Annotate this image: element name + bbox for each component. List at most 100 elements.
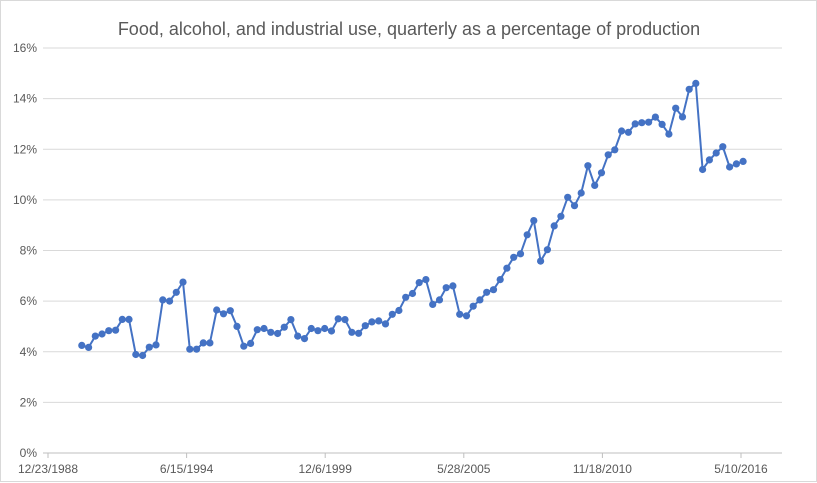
- data-point: [91, 332, 99, 340]
- data-point: [159, 296, 167, 304]
- data-point: [247, 339, 255, 347]
- data-point: [422, 276, 430, 284]
- x-tick-label: 6/15/1994: [160, 462, 214, 476]
- data-point: [651, 113, 660, 121]
- data-point: [510, 253, 518, 261]
- data-point: [98, 330, 106, 338]
- data-point: [368, 318, 376, 326]
- data-point: [604, 151, 612, 159]
- data-point: [361, 322, 369, 330]
- data-point: [186, 345, 194, 353]
- data-point: [739, 157, 747, 165]
- data-point: [395, 306, 403, 315]
- data-point: [348, 328, 356, 336]
- data-point: [537, 257, 545, 265]
- data-point: [355, 329, 363, 337]
- data-point: [678, 113, 687, 121]
- data-point: [591, 181, 599, 189]
- data-point: [442, 284, 450, 292]
- y-tick-label: 8%: [20, 244, 38, 258]
- data-point: [206, 339, 214, 347]
- data-point: [645, 118, 653, 126]
- data-point: [307, 324, 315, 333]
- data-point: [226, 307, 234, 315]
- data-point: [321, 324, 329, 333]
- data-point: [624, 128, 633, 136]
- data-point: [280, 323, 288, 331]
- data-point: [300, 335, 309, 343]
- data-point: [172, 288, 180, 296]
- data-point: [692, 79, 700, 87]
- data-point: [516, 250, 525, 258]
- y-tick-label: 2%: [20, 395, 38, 409]
- x-tick-label: 5/28/2005: [437, 462, 491, 476]
- data-point: [219, 310, 228, 318]
- x-tick-label: 12/23/1988: [18, 462, 78, 476]
- data-point: [294, 332, 302, 340]
- x-tick-label: 5/10/2016: [714, 462, 768, 476]
- data-point: [193, 345, 201, 353]
- data-point: [402, 293, 410, 301]
- data-point: [699, 165, 707, 174]
- data-point: [327, 327, 336, 335]
- data-point: [166, 297, 174, 305]
- data-point: [112, 326, 120, 334]
- data-point: [429, 300, 437, 308]
- data-point: [543, 246, 552, 254]
- data-point: [672, 104, 680, 112]
- data-point: [334, 315, 342, 323]
- data-point: [570, 202, 579, 210]
- data-point: [152, 341, 160, 349]
- data-point: [435, 296, 444, 304]
- data-point: [712, 149, 720, 157]
- y-tick-label: 16%: [13, 41, 37, 55]
- gridlines: [43, 47, 782, 403]
- data-point: [638, 119, 646, 127]
- data-point: [611, 146, 619, 154]
- x-tick-label: 12/6/1999: [299, 462, 353, 476]
- data-point: [719, 143, 727, 151]
- data-point: [469, 302, 477, 310]
- data-point: [476, 296, 484, 304]
- data-point: [503, 264, 511, 272]
- y-tick-label: 10%: [13, 193, 37, 207]
- data-point: [530, 217, 538, 225]
- data-point: [550, 222, 558, 230]
- data-point: [577, 189, 585, 197]
- data-point: [685, 85, 693, 93]
- y-tick-label: 4%: [20, 345, 38, 359]
- data-point: [381, 320, 390, 328]
- data-point: [375, 317, 383, 325]
- data-point: [260, 324, 268, 333]
- data-point: [118, 315, 126, 323]
- data-point: [145, 343, 153, 351]
- data-point: [456, 310, 464, 318]
- data-point: [341, 316, 349, 324]
- series: [78, 79, 747, 360]
- data-point: [483, 288, 491, 296]
- data-point: [557, 212, 565, 220]
- data-point: [658, 120, 666, 128]
- data-point: [388, 310, 396, 318]
- data-point: [618, 127, 626, 135]
- data-point: [179, 278, 187, 286]
- y-tick-label: 12%: [13, 142, 37, 156]
- data-point: [125, 315, 133, 323]
- data-point: [665, 130, 673, 138]
- data-point: [449, 282, 457, 290]
- data-point: [705, 156, 714, 164]
- y-tick-label: 14%: [13, 92, 37, 106]
- data-point: [287, 316, 295, 324]
- data-point: [267, 328, 275, 336]
- y-tick-label: 0%: [20, 446, 38, 460]
- x-tick-label: 11/18/2010: [573, 462, 632, 476]
- y-tick-label: 6%: [20, 294, 38, 308]
- chart-title: Food, alcohol, and industrial use, quart…: [118, 19, 700, 39]
- data-point: [523, 231, 531, 239]
- data-point: [199, 339, 207, 347]
- data-point: [274, 329, 282, 338]
- data-point: [584, 162, 592, 170]
- data-point: [462, 312, 471, 320]
